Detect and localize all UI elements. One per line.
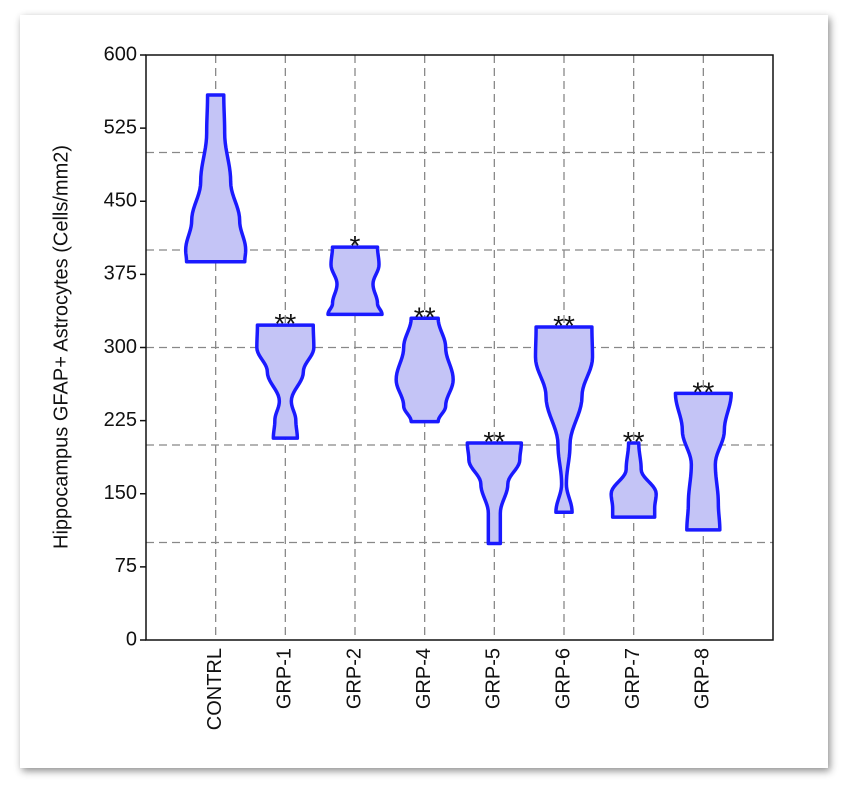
- violins: *************: [183, 93, 733, 546]
- x-tick-label: GRP-5: [483, 648, 505, 709]
- significance-label: **: [623, 426, 645, 457]
- violin: [183, 93, 248, 264]
- y-tick-label: 225: [104, 409, 137, 431]
- y-tick-label: 75: [115, 555, 137, 577]
- y-tick-label: 0: [126, 628, 137, 650]
- x-tick-label: CONTRL: [204, 648, 226, 730]
- y-tick-label: 600: [104, 43, 137, 65]
- x-tick-label: GRP-7: [622, 648, 644, 709]
- y-tick-label: 525: [104, 116, 137, 138]
- violin: [394, 316, 455, 424]
- violin: [609, 441, 658, 519]
- x-tick-label: GRP-2: [343, 648, 365, 709]
- significance-label: **: [483, 426, 505, 457]
- y-tick-label: 450: [104, 190, 137, 212]
- y-tick-label: 300: [104, 336, 137, 358]
- x-tick-label: GRP-8: [692, 648, 714, 709]
- y-axis-label: Hippocampus GFAP+ Astrocytes (Cells/mm2): [50, 145, 72, 549]
- x-tick-label: GRP-1: [274, 648, 296, 709]
- y-tick-label: 150: [104, 482, 137, 504]
- y-tick-label: 375: [104, 263, 137, 285]
- violin: [465, 441, 524, 546]
- significance-label: **: [414, 301, 436, 332]
- significance-label: **: [553, 310, 575, 341]
- x-tick-label: GRP-4: [413, 648, 435, 709]
- violin: [326, 245, 384, 317]
- significance-label: **: [692, 376, 714, 407]
- significance-label: *: [350, 230, 361, 261]
- violin: [255, 323, 316, 440]
- violin: [533, 325, 595, 515]
- significance-label: **: [274, 308, 296, 339]
- x-tick-label: GRP-6: [552, 648, 574, 709]
- violin: [673, 391, 733, 532]
